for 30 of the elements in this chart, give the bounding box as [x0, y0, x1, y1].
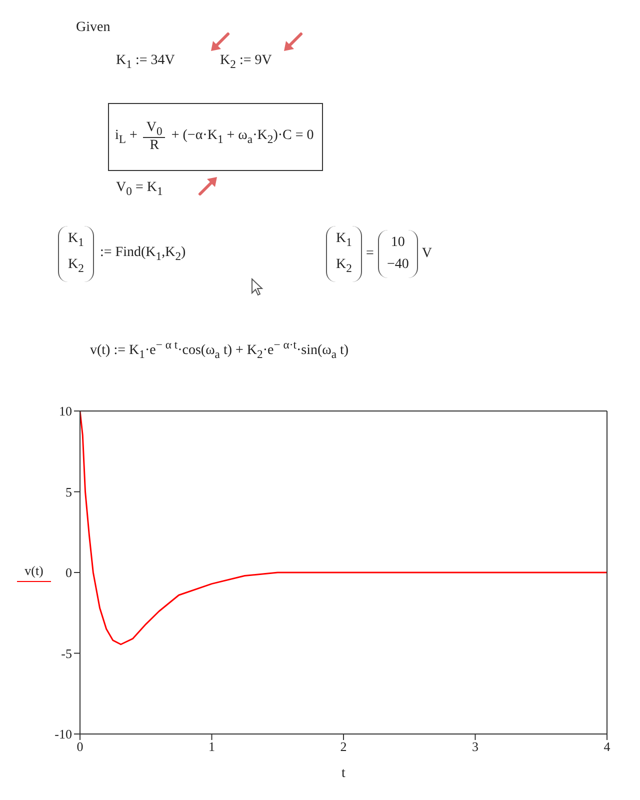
- y-tick-label: -10: [54, 726, 72, 742]
- text: v(t) := K$_{1}$·e$^{− α t}$·cos(ω$_{a}$ t) + K$_{2}$·e$^{− α·t}$·sin(ω$_{a}$ t): [90, 338, 349, 360]
- x-tick-label: 2: [340, 739, 347, 754]
- text: R: [150, 138, 160, 154]
- y-tick-label: -5: [61, 646, 72, 661]
- text: K$_{1}$: [68, 230, 84, 251]
- text: K$_{1}$ := 34V: [116, 53, 175, 71]
- text: −40: [386, 256, 409, 274]
- x-axis-title: t: [342, 766, 346, 781]
- text: v(t): [24, 563, 44, 579]
- text: K$_{2}$: [336, 256, 352, 277]
- text: Given: [76, 20, 110, 35]
- text: K$_{2}$: [68, 256, 84, 277]
- text: := Find(K$_{1}$,K$_{2}$): [100, 244, 186, 263]
- x-tick-label: 4: [604, 739, 611, 754]
- text: + (−α·K$_{1}$ + ω$_{a}$·K$_{2}$)·C = 0: [171, 128, 314, 146]
- text: 10: [390, 234, 405, 252]
- text: K$_{2}$ := 9V: [220, 53, 272, 71]
- text: V$_{0}$: [143, 120, 166, 138]
- x-tick-label: 0: [76, 739, 84, 754]
- x-tick-label: 3: [472, 739, 478, 754]
- text: V$_{0}$ = K$_{1}$: [116, 180, 163, 198]
- y-tick-label: 0: [66, 565, 72, 580]
- y-tick-label: 10: [59, 404, 72, 419]
- y-tick-label: 5: [66, 484, 72, 500]
- text: V: [422, 246, 432, 262]
- text: i$_{L}$ +: [115, 128, 138, 146]
- text: =: [366, 246, 374, 262]
- x-tick-label: 1: [208, 739, 215, 754]
- text: K$_{1}$: [336, 230, 352, 251]
